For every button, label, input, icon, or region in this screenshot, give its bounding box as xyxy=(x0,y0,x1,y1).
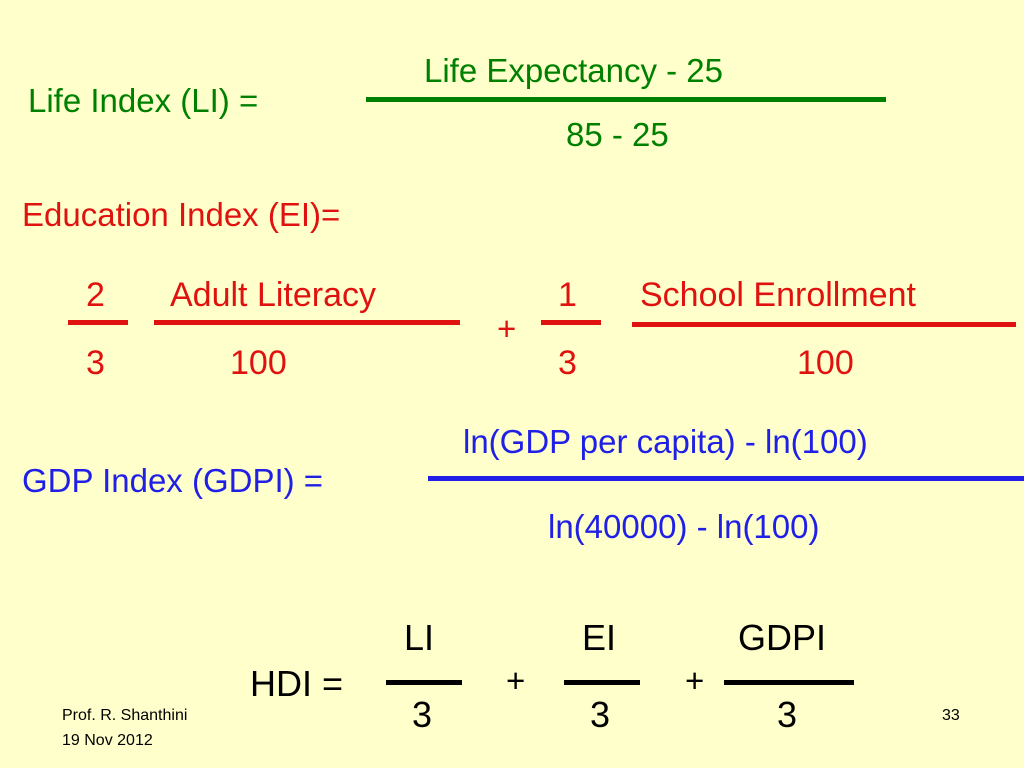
gdp-index-label: GDP Index (GDPI) = xyxy=(22,462,324,499)
hdi-plus-sign-2: + xyxy=(685,662,705,699)
education-plus-sign: + xyxy=(497,310,517,347)
education-term2-weight-numerator: 1 xyxy=(558,276,577,314)
gdp-index-denominator: ln(40000) - ln(100) xyxy=(548,508,820,545)
hdi-term-li-numerator: LI xyxy=(404,617,435,658)
education-term2-fraction-bar xyxy=(632,322,1016,327)
footer-author: Prof. R. Shanthini xyxy=(62,707,188,724)
education-term2-denominator: 100 xyxy=(797,344,854,382)
hdi-term-gdpi-numerator: GDPI xyxy=(738,617,827,658)
education-term2-weight-denominator: 3 xyxy=(558,344,577,382)
hdi-term-li-fraction-bar xyxy=(386,680,462,685)
hdi-term-li-denominator: 3 xyxy=(412,694,433,735)
education-term1-numerator: Adult Literacy xyxy=(170,276,376,314)
page-number: 33 xyxy=(942,707,960,724)
life-index-numerator: Life Expectancy - 25 xyxy=(424,52,723,89)
hdi-term-gdpi-denominator: 3 xyxy=(777,694,798,735)
life-index-label: Life Index (LI) = xyxy=(28,82,259,119)
education-term1-fraction-bar xyxy=(154,320,460,325)
education-term1-denominator: 100 xyxy=(230,344,287,382)
hdi-term-ei-numerator: EI xyxy=(582,617,617,658)
education-term1-weight-numerator: 2 xyxy=(86,276,105,314)
education-index-label: Education Index (EI)= xyxy=(22,196,341,233)
gdp-index-numerator: ln(GDP per capita) - ln(100) xyxy=(463,423,868,460)
hdi-plus-sign-1: + xyxy=(506,662,526,699)
hdi-term-ei-denominator: 3 xyxy=(590,694,611,735)
life-index-denominator: 85 - 25 xyxy=(566,116,669,153)
education-term2-numerator: School Enrollment xyxy=(640,276,916,314)
life-index-fraction-bar xyxy=(366,97,886,102)
education-term2-weight-bar xyxy=(541,320,601,325)
education-term1-weight-denominator: 3 xyxy=(86,344,105,382)
hdi-label: HDI = xyxy=(250,663,344,704)
footer-date: 19 Nov 2012 xyxy=(62,732,153,749)
hdi-term-gdpi-fraction-bar xyxy=(724,680,854,685)
hdi-term-ei-fraction-bar xyxy=(564,680,640,685)
education-term1-weight-bar xyxy=(68,320,128,325)
gdp-index-fraction-bar xyxy=(428,476,1024,481)
